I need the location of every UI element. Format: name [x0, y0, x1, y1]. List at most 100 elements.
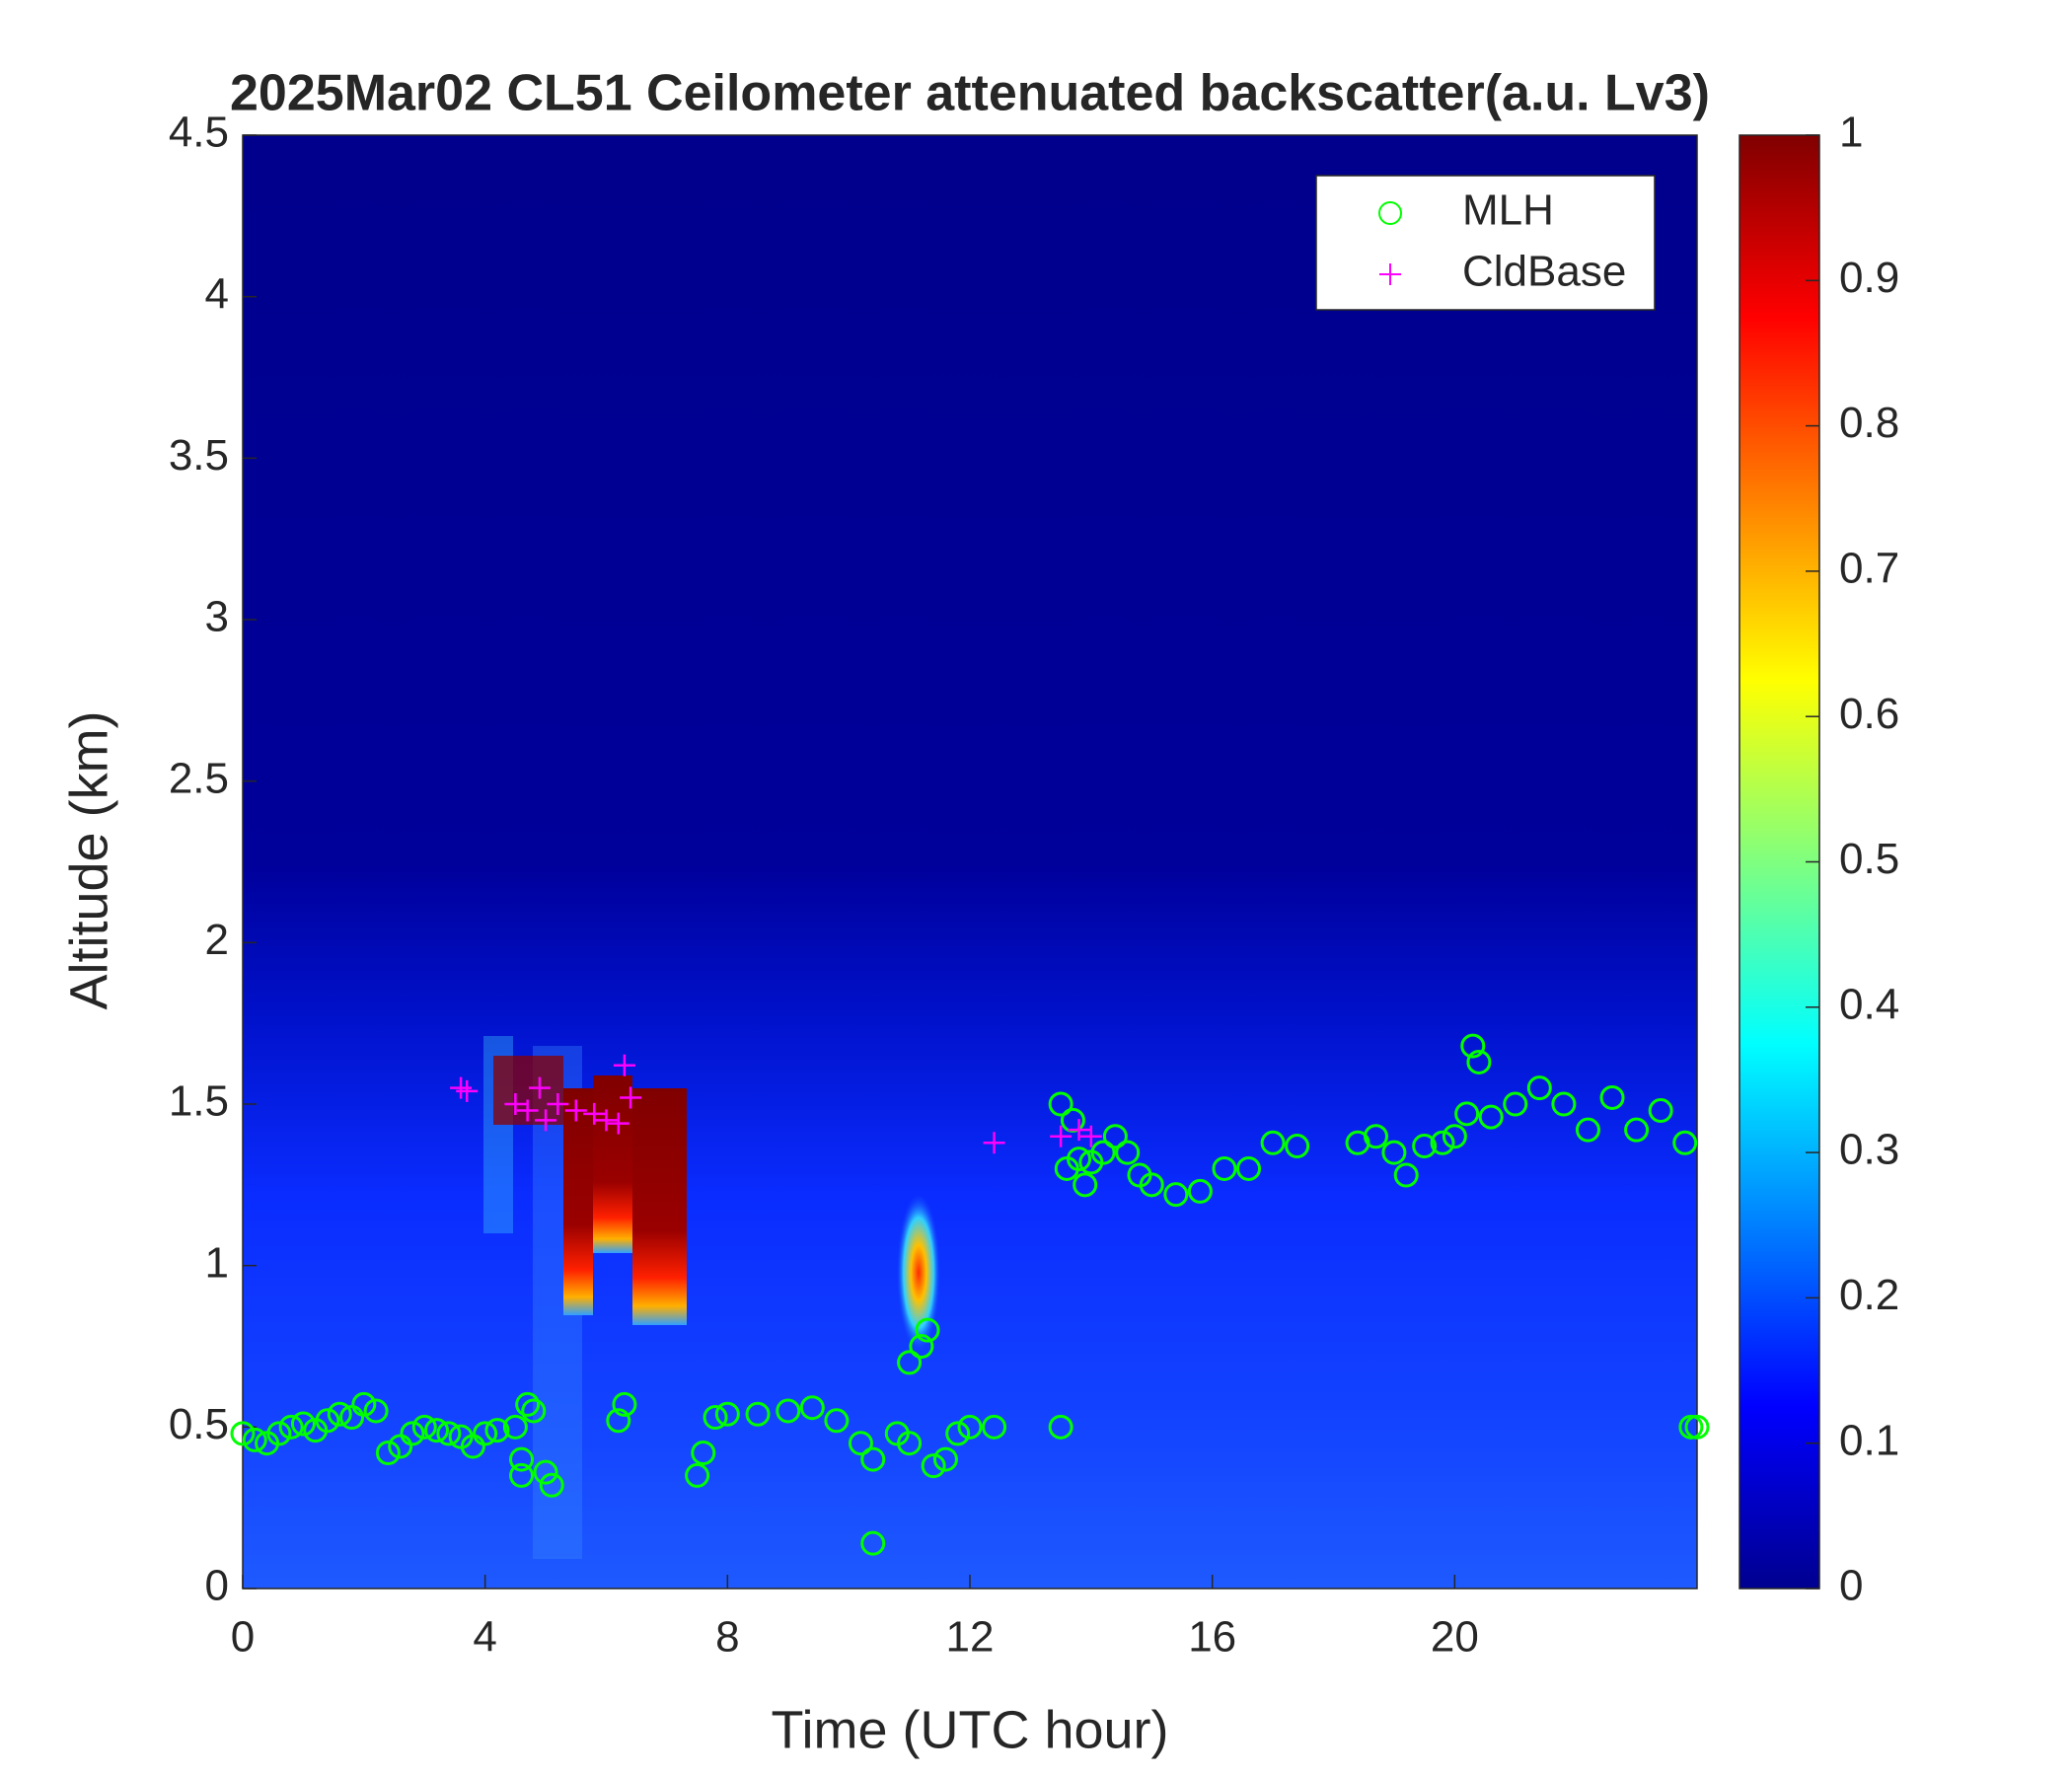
mlh-point — [509, 1446, 535, 1472]
cldbase-point — [516, 1099, 539, 1122]
mlh-point — [945, 1421, 971, 1446]
mlh-point — [1090, 1140, 1116, 1165]
cldbase-point — [547, 1093, 569, 1115]
colorbar-tick-label: 0.5 — [1839, 835, 1899, 883]
mlh-point — [411, 1414, 437, 1440]
mlh-point — [1285, 1134, 1310, 1159]
mlh-point — [327, 1401, 352, 1427]
mlh-point — [612, 1391, 637, 1417]
y-tick-label: 1.5 — [169, 1077, 229, 1126]
mlh-point — [1048, 1414, 1073, 1440]
mlh-point — [1624, 1117, 1650, 1143]
mlh-point — [909, 1334, 934, 1359]
mlh-point — [375, 1441, 401, 1466]
cldbase-point — [456, 1079, 479, 1102]
mlh-point — [436, 1421, 462, 1446]
mlh-point — [1048, 1091, 1073, 1117]
mlh-point — [1115, 1140, 1141, 1165]
mlh-point — [1102, 1124, 1128, 1149]
mlh-point — [230, 1421, 256, 1446]
mlh-point — [1412, 1134, 1438, 1159]
cldbase-point — [595, 1109, 618, 1132]
mlh-point — [400, 1421, 425, 1446]
y-tick-label: 3.5 — [169, 431, 229, 480]
mlh-point — [1163, 1182, 1189, 1208]
mlh-point — [799, 1395, 825, 1421]
mlh-point — [533, 1459, 558, 1485]
legend-box — [1315, 175, 1656, 311]
mlh-point — [776, 1398, 801, 1424]
y-axis-label: Altitude (km) — [59, 710, 118, 1009]
cldbase-point — [1068, 1119, 1090, 1142]
colorbar-tick-label: 1 — [1839, 109, 1863, 157]
mlh-point — [848, 1431, 873, 1456]
mlh-point — [315, 1408, 340, 1434]
mlh-point — [1678, 1414, 1704, 1440]
mlh-point — [1526, 1075, 1552, 1101]
cldbase-point — [528, 1076, 551, 1099]
legend-marker — [1379, 263, 1401, 285]
mlh-point — [1139, 1172, 1164, 1198]
legend-label: CldBase — [1462, 248, 1626, 296]
cldbase-point — [1050, 1125, 1073, 1147]
mlh-point — [1442, 1124, 1467, 1149]
heatmap — [243, 135, 1697, 1589]
mlh-point — [1478, 1104, 1504, 1130]
mlh-point — [1551, 1091, 1577, 1117]
mlh-point — [242, 1427, 267, 1452]
mlh-point — [606, 1408, 631, 1434]
mlh-point — [703, 1405, 728, 1431]
mlh-point — [1575, 1117, 1600, 1143]
mlh-point — [1503, 1091, 1528, 1117]
mlh-point — [1454, 1101, 1480, 1127]
mlh-point — [1236, 1155, 1262, 1181]
y-tick-label: 0 — [205, 1562, 229, 1610]
mlh-point — [1460, 1033, 1486, 1059]
y-tick-label: 4.5 — [169, 109, 229, 157]
colorbar-tick-label: 0.3 — [1839, 1126, 1899, 1174]
mlh-point — [539, 1472, 564, 1498]
x-tick-label: 0 — [231, 1613, 255, 1662]
mlh-point — [290, 1411, 316, 1437]
cldbase-point — [504, 1093, 527, 1115]
mlh-point — [932, 1446, 958, 1472]
mlh-point — [745, 1401, 771, 1427]
x-tick-label: 16 — [1188, 1613, 1236, 1662]
mlh-point — [1684, 1414, 1710, 1440]
mlh-point — [1187, 1178, 1213, 1204]
mlh-point — [473, 1421, 498, 1446]
mlh-point — [1212, 1155, 1237, 1181]
mlh-point — [515, 1391, 541, 1417]
mlh-point — [915, 1317, 940, 1343]
cldbase-point — [1079, 1125, 1102, 1147]
x-tick-label: 12 — [946, 1613, 995, 1662]
y-tick-label: 0.5 — [169, 1400, 229, 1448]
x-tick-label: 8 — [715, 1613, 739, 1662]
mlh-point — [484, 1418, 510, 1443]
mlh-point — [897, 1431, 923, 1456]
mlh-point — [691, 1441, 716, 1466]
cldbase-point — [583, 1102, 606, 1125]
legend-label: MLH — [1462, 186, 1554, 235]
colorbar-tick-label: 0.8 — [1839, 399, 1899, 447]
mlh-point — [278, 1414, 304, 1440]
colorbar-tick-label: 0.4 — [1839, 980, 1899, 1028]
cldbase-point — [620, 1086, 642, 1109]
mlh-point — [521, 1398, 547, 1424]
mlh-point — [266, 1421, 292, 1446]
mlh-point — [957, 1414, 983, 1440]
mlh-point — [1393, 1162, 1419, 1188]
cldbase-point — [535, 1109, 557, 1132]
mlh-point — [860, 1446, 886, 1472]
mlh-point — [982, 1414, 1007, 1440]
cldbase-point — [564, 1099, 587, 1122]
mlh-point — [921, 1453, 946, 1479]
mlh-point — [1363, 1124, 1388, 1149]
mlh-point — [509, 1462, 535, 1488]
mlh-point — [363, 1398, 389, 1424]
mlh-point — [1599, 1084, 1625, 1110]
mlh-point — [860, 1530, 886, 1556]
x-axis-label: Time (UTC hour) — [771, 1700, 1168, 1759]
colorbar-tick-label: 0 — [1839, 1562, 1863, 1610]
mlh-point — [1073, 1172, 1098, 1198]
